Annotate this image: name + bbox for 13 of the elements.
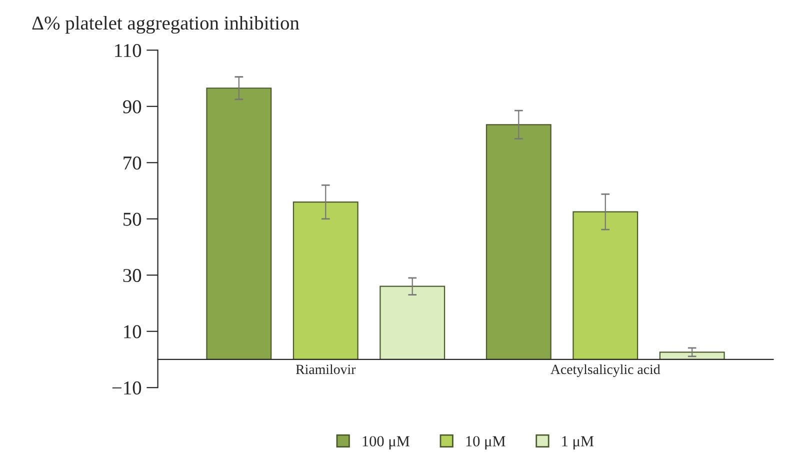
y-tick-label: −10 <box>112 381 142 395</box>
y-tick-label: 90 <box>123 100 142 114</box>
legend-label: 1 μM <box>562 436 594 450</box>
y-tick-label: 70 <box>124 156 142 170</box>
x-tick-label: Riamilovir <box>296 364 356 374</box>
legend-label: 100 μM <box>362 436 410 450</box>
y-axis-title: Δ% platelet aggregation inhibition <box>32 16 300 34</box>
y-tick-label: 50 <box>124 212 142 226</box>
y-tick-label: 30 <box>123 268 142 282</box>
y-tick-label: 110 <box>115 44 142 58</box>
x-tick-label: Acetylsalicylic acid <box>550 364 660 377</box>
y-tick-label: 10 <box>124 325 142 338</box>
legend-label: 10 μM <box>466 436 506 450</box>
